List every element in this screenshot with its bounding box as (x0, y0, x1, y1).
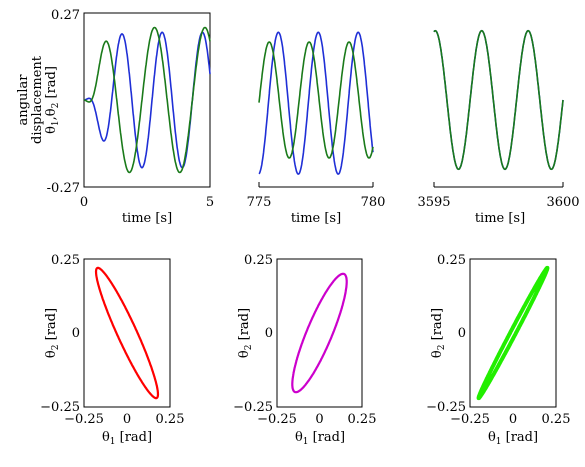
series-line-2 (433, 29, 564, 171)
ytick-label: 0 (458, 326, 466, 341)
ytick-label: 0.27 (51, 8, 80, 23)
xtick-label: 0.25 (542, 412, 571, 427)
separator: , (44, 116, 59, 120)
plot-frame (276, 258, 363, 408)
unit: [rad] (44, 308, 59, 345)
ytick-label: −0.25 (426, 400, 466, 415)
ytick-label: 0 (72, 326, 80, 341)
subscript: 2 (244, 345, 254, 351)
subscript: 2 (51, 345, 61, 351)
y-axis-label: θ2 [rad] (430, 308, 447, 358)
x-axis-label: θ1 [rad] (488, 430, 538, 447)
series-line-2 (258, 41, 374, 159)
x-axis-label: time [s] (122, 211, 172, 226)
phase-orbit (291, 272, 348, 394)
theta-symbol: θ (430, 350, 445, 358)
panel-phase-magenta: 0.25 0 −0.25 −0.25 0 0.25 θ1 [rad] θ2 [r… (233, 253, 376, 447)
plot-frame (83, 12, 211, 188)
xtick-label: 0.25 (156, 412, 185, 427)
xtick-label: 0 (315, 412, 323, 427)
y-axis-label-symbols: θ1,θ2 [rad] (44, 66, 61, 134)
ytick-label: −0.25 (233, 400, 273, 415)
series-group (94, 266, 160, 400)
plot-frame (83, 258, 171, 408)
theta-symbol: θ (295, 430, 303, 445)
x-axis-label: θ1 [rad] (295, 430, 345, 447)
xtick-label: 0 (123, 412, 131, 427)
unit: [rad] (44, 66, 59, 103)
xtick-label: 775 (247, 195, 272, 210)
xtick-label: −0.25 (450, 412, 490, 427)
unit: [rad] (430, 308, 445, 345)
subscript: 1 (303, 437, 309, 447)
xtick-label: −0.25 (257, 412, 297, 427)
series-line-2 (83, 26, 211, 174)
y-axis-label-line: angular (16, 74, 31, 126)
subscript: 2 (437, 345, 447, 351)
subscript: 1 (110, 437, 116, 447)
y-axis-label: θ2 [rad] (237, 308, 254, 358)
x-axis-label: time [s] (475, 211, 525, 226)
xtick-label: 0.25 (348, 412, 377, 427)
theta-symbol: θ (44, 108, 59, 116)
subscript: 1 (496, 437, 502, 447)
subscript: 2 (51, 103, 61, 109)
ytick-label: -0.27 (47, 181, 80, 196)
xtick-label: 3600 (546, 195, 579, 210)
ytick-label: 0.25 (51, 253, 80, 268)
xtick-label: 780 (361, 195, 386, 210)
unit: [rad] (116, 430, 153, 445)
panel-time-775-780: 775 780 time [s] (247, 31, 386, 226)
ytick-label: 0 (265, 326, 273, 341)
y-axis-label: angular displacement θ1,θ2 [rad] (16, 55, 61, 144)
panel-time-0-5: 0.27 -0.27 0 5 time [s] angular displace… (16, 8, 214, 226)
theta-symbol: θ (488, 430, 496, 445)
series-group (291, 272, 348, 394)
theta-symbol: θ (237, 350, 252, 358)
panel-time-3595-3600: 3595 3600 time [s] (417, 29, 580, 226)
unit: [rad] (309, 430, 346, 445)
panel-phase-green: 0.25 0 −0.25 −0.25 0 0.25 θ1 [rad] θ2 [r… (426, 253, 570, 447)
y-axis-label-line: displacement (30, 55, 45, 144)
series-line-1 (258, 31, 374, 175)
xtick-label: −0.25 (64, 412, 104, 427)
xtick-label: 5 (206, 195, 214, 210)
subscript: 1 (51, 120, 61, 126)
theta-symbol: θ (44, 350, 59, 358)
panel-phase-red: 0.25 0 −0.25 −0.25 0 0.25 θ1 [rad] θ2 [r… (40, 253, 184, 447)
phase-orbit (94, 266, 160, 400)
unit: [rad] (502, 430, 539, 445)
phase-orbit (476, 265, 550, 401)
unit: [rad] (237, 308, 252, 345)
xtick-label: 3595 (417, 195, 450, 210)
ytick-label: 0.25 (437, 253, 466, 268)
series-group (83, 26, 211, 174)
xtick-label: 0 (509, 412, 517, 427)
x-axis-label: θ1 [rad] (102, 430, 152, 447)
xtick-label: 0 (80, 195, 88, 210)
x-axis-label: time [s] (291, 211, 341, 226)
series-group (433, 29, 564, 171)
series-group (258, 31, 374, 175)
ytick-label: −0.25 (40, 400, 80, 415)
ytick-label: 0.25 (244, 253, 273, 268)
theta-symbol: θ (102, 430, 110, 445)
theta-symbol: θ (44, 126, 59, 134)
series-group (476, 265, 550, 401)
y-axis-label: θ2 [rad] (44, 308, 61, 358)
plot-frame (469, 258, 557, 408)
